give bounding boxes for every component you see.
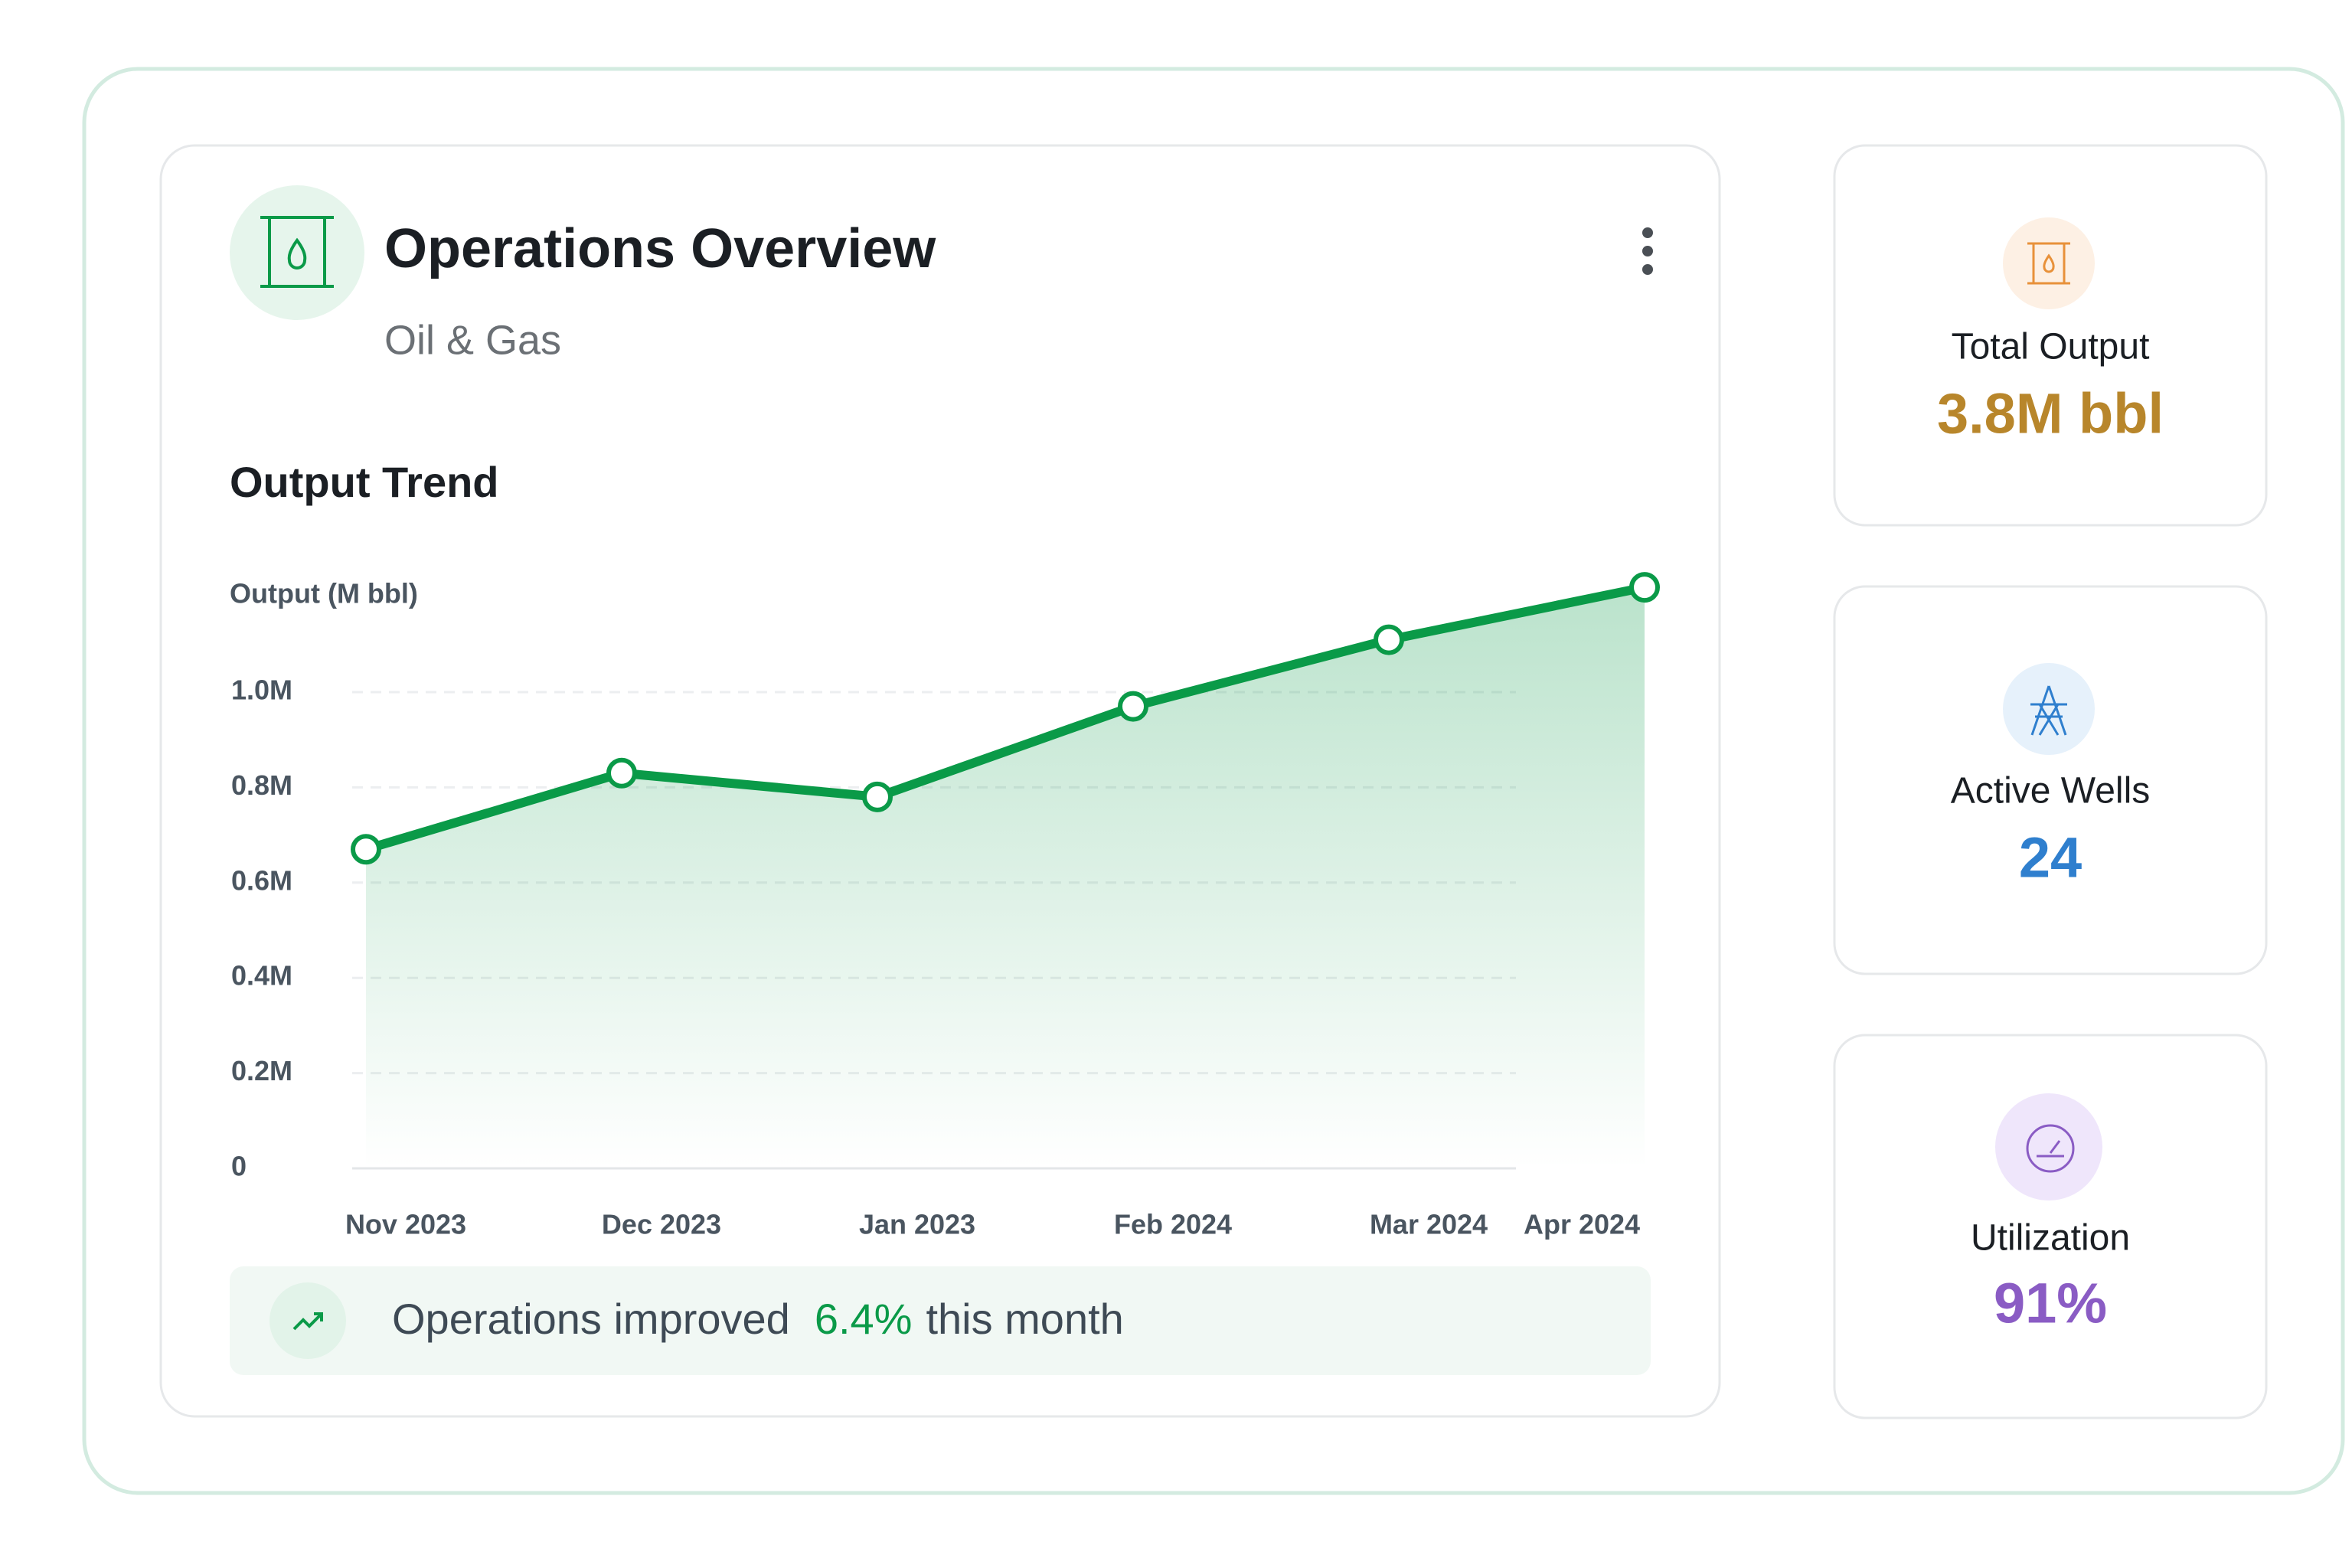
stat-value: 91% (1994, 1272, 2107, 1335)
point (1374, 624, 1404, 655)
plot: 0 0.2M 0.4M 0.6M 0.8M 1.0M Nov 2023 Dec 2023 Jan… (231, 572, 1660, 1240)
y-tick-label: 0.4M (231, 960, 292, 991)
x-tick-label: Feb 2024 (1114, 1209, 1232, 1240)
stat-card (1833, 144, 2268, 527)
y-axis-label: Output (M bbl) (230, 578, 418, 609)
footer-text: Operations improved 6.4% this month (392, 1295, 1124, 1343)
stat-card (1833, 585, 2268, 975)
point (1118, 691, 1148, 722)
output-icon (2003, 217, 2095, 309)
x-tick-label: Apr 2024 (1524, 1209, 1640, 1240)
footer-after: this month (926, 1295, 1123, 1343)
subtitle: Oil & Gas (384, 317, 561, 363)
stats: Total Output 3.8M bbl Active Wells 24 Utiliz… (1937, 327, 2164, 1335)
point (606, 757, 637, 789)
point (351, 834, 381, 865)
y-tick-label: 0.8M (231, 769, 292, 801)
stat-label: Active Wells (1951, 771, 2151, 812)
title: Operations Overview (384, 218, 936, 279)
footer-before: Operations improved (392, 1295, 790, 1343)
line (364, 583, 1646, 854)
menu-button[interactable] (1642, 227, 1653, 275)
y-tick-label: 0.2M (231, 1055, 292, 1086)
header-icon (230, 185, 364, 320)
stat-value: 24 (2019, 826, 2082, 890)
stat-label: Utilization (1971, 1218, 2130, 1259)
y-tick-label: 0.6M (231, 864, 292, 896)
area (366, 587, 1645, 1168)
x-tick-label: Jan 2023 (859, 1209, 975, 1240)
x-tick-label: Dec 2023 (602, 1209, 721, 1240)
trend-icon-bg (270, 1282, 346, 1359)
footer-banner (230, 1266, 1651, 1375)
wells-icon (2003, 663, 2095, 755)
point (1629, 572, 1660, 603)
y-tick-label: 0 (231, 1151, 247, 1182)
stat-value: 3.8M bbl (1937, 382, 2164, 446)
footer-highlight: 6.4% (815, 1295, 913, 1343)
x-tick-label: Mar 2024 (1370, 1209, 1488, 1240)
utilization-icon (1995, 1093, 2102, 1200)
chart-title: Output Trend (230, 458, 499, 506)
x-tick-label: Nov 2023 (345, 1209, 466, 1240)
y-tick-label: 1.0M (231, 675, 292, 706)
point (862, 781, 893, 812)
stat-label: Total Output (1952, 327, 2150, 368)
trend-icon (292, 1312, 323, 1331)
stat-card (1833, 1034, 2268, 1419)
